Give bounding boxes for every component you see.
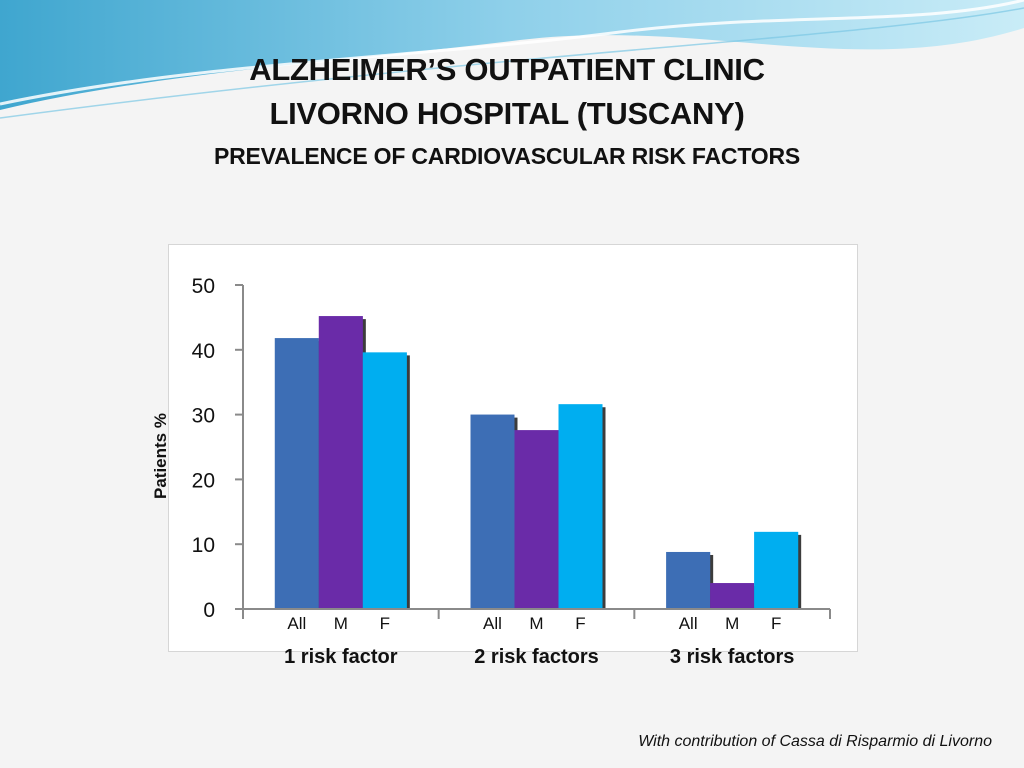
y-tick-label: 50: [192, 275, 215, 298]
subcategory-label: F: [380, 614, 390, 633]
title-block: ALZHEIMER’S OUTPATIENT CLINIC LIVORNO HO…: [0, 48, 1014, 174]
bar-highlight: [754, 531, 799, 609]
subcategory-label: M: [334, 614, 348, 633]
y-axis-label-text: Patients %: [151, 413, 170, 499]
bar-highlight: [666, 551, 711, 609]
subcategory-label: F: [771, 614, 781, 633]
y-tick-label: 40: [192, 340, 215, 363]
subcategory-label: F: [575, 614, 585, 633]
y-tick-label: 30: [192, 405, 215, 428]
bar-highlight: [710, 583, 755, 609]
header-wave-decoration: [0, 0, 1024, 119]
bar-highlight: [362, 352, 407, 609]
bar-highlight: [470, 414, 515, 609]
category-label: 3 risk factors: [670, 646, 795, 668]
subcategory-label: M: [529, 614, 543, 633]
footer-credit: With contribution of Cassa di Risparmio …: [638, 733, 992, 750]
bar-highlight: [318, 316, 363, 609]
title-line-2: LIVORNO HOSPITAL (TUSCANY): [269, 96, 745, 131]
bar-highlight: [514, 430, 559, 609]
category-label: 1 risk factor: [284, 646, 398, 668]
bar-highlight: [558, 404, 603, 609]
bar-highlight: [274, 338, 319, 609]
category-label: 2 risk factors: [474, 646, 599, 668]
chart-subtitle: PREVALENCE OF CARDIOVASCULAR RISK FACTOR…: [213, 143, 800, 169]
subcategory-label: All: [287, 614, 306, 633]
y-tick-label: 10: [192, 534, 215, 557]
y-tick-label: 20: [192, 469, 215, 492]
y-tick-label: 0: [203, 599, 215, 622]
subcategory-label: All: [483, 614, 502, 633]
title-line-1: ALZHEIMER’S OUTPATIENT CLINIC: [249, 52, 765, 87]
subcategory-label: M: [725, 614, 739, 633]
subcategory-label: All: [679, 614, 698, 633]
